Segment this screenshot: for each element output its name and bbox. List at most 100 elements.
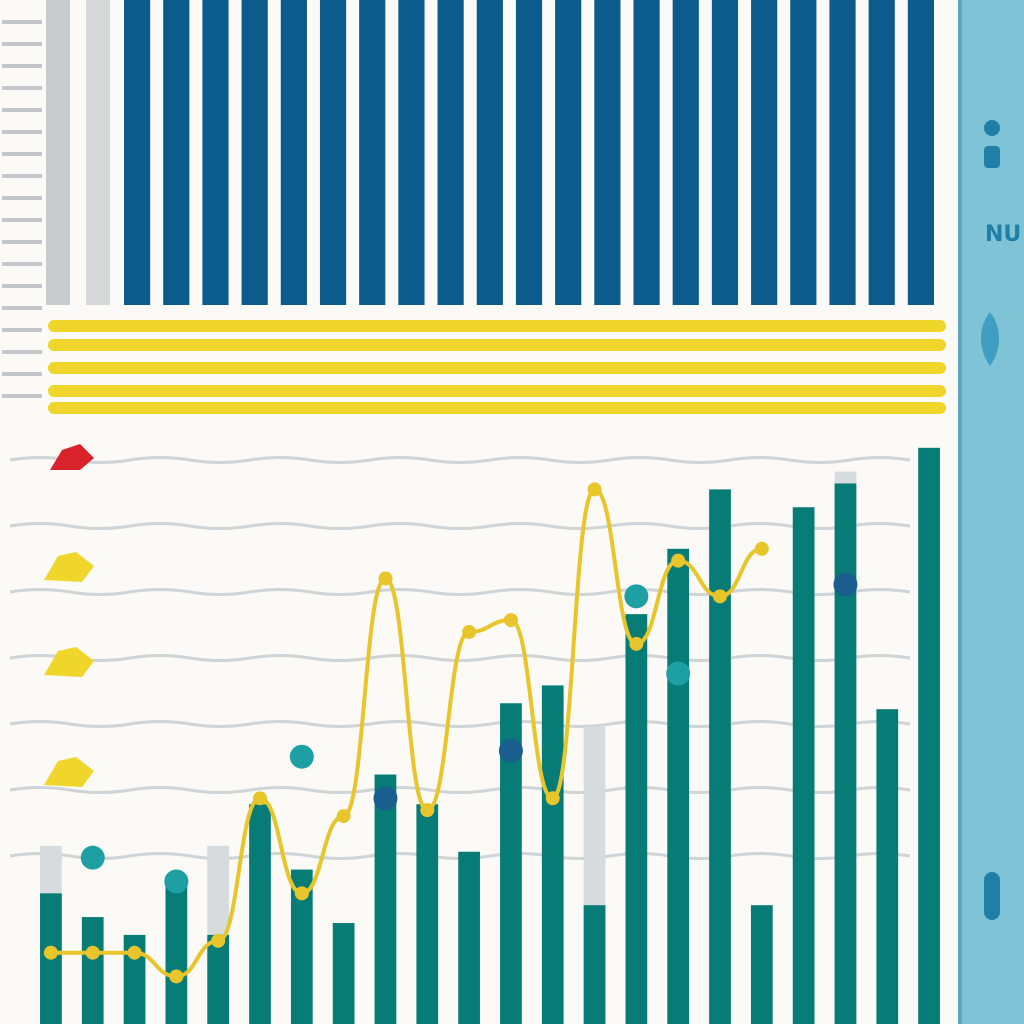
gridline [9,456,911,464]
axis-text-placeholder [2,86,42,90]
axis-text-placeholder [2,350,42,354]
yellow-stripe [48,339,946,351]
bar [750,905,773,1024]
top-column [751,0,778,305]
gridline [9,588,911,596]
axis-text-placeholder [2,108,42,112]
top-column [594,0,621,305]
marker-point [666,661,691,686]
axis-text-placeholder [2,284,42,288]
bar [918,447,940,1024]
top-column [711,0,739,305]
line-point [43,945,58,960]
bar [81,917,104,1024]
bar [458,851,480,1024]
side-panel-edge [958,0,962,1024]
side-panel [958,0,1024,1024]
top-gray-strip [86,0,110,305]
top-column [280,0,307,305]
axis-text-placeholder [2,152,42,156]
axis-text-placeholder [2,130,42,134]
side-dot-icon [984,120,1000,136]
bar [416,804,439,1024]
top-column [868,0,895,305]
axis-text-placeholder [2,174,42,178]
bar [123,934,146,1024]
bar [207,934,230,1024]
line-point [211,933,226,948]
bar [792,507,815,1024]
bar [165,875,188,1024]
axis-text-placeholder [2,262,42,266]
yellow-stripe [48,362,946,374]
gridline [9,522,911,530]
axis-text-placeholder [2,394,42,398]
top-column [202,0,229,305]
yellow-stripe [48,385,946,397]
top-column [241,0,268,305]
bar [249,804,271,1024]
line-series [50,487,763,979]
line-point [253,791,267,806]
line-point [169,969,184,984]
marker-point [80,845,105,870]
bar [374,774,397,1024]
line-point [127,945,142,960]
marker-point [498,738,523,763]
top-column [437,0,464,305]
top-column [633,0,660,305]
top-column [124,0,151,305]
marker-point [624,584,649,609]
top-column [319,0,347,305]
top-column [555,0,582,305]
bar [876,709,899,1024]
bar [625,614,648,1024]
marker-point [833,572,858,597]
axis-text-placeholder [2,306,42,310]
top-column [476,0,503,305]
top-column [515,0,543,305]
bar [667,548,690,1024]
bar [290,869,313,1024]
tick-label-blob [50,444,94,470]
axis-text-placeholder [2,372,42,376]
axis-text-placeholder [2,218,42,222]
drop-icon [980,312,1000,366]
top-column [163,0,190,305]
marker-point [373,786,398,811]
top-column [398,0,425,305]
gridline [9,720,911,728]
top-gray-strip [46,0,70,305]
line-point [85,945,100,960]
side-panel-label: NU [985,222,1022,247]
gridline [9,654,911,662]
person-icon [984,146,1000,168]
yellow-stripe [48,402,946,414]
line-point [671,553,686,568]
line-point [629,636,644,651]
top-column [359,0,386,305]
axis-text-placeholder [2,42,42,46]
line-point [587,482,602,497]
bar [332,923,355,1024]
gridline [9,786,911,794]
yellow-stripe [48,320,946,332]
line-point [503,613,518,628]
bar [834,483,857,1024]
top-column [907,0,934,305]
line-point [378,571,393,586]
line-point [754,541,769,556]
top-column [790,0,817,305]
line-point [462,624,477,639]
axis-text-placeholder [2,196,42,200]
tick-label-blob [44,552,94,582]
line-point [545,791,560,806]
bar [541,685,564,1024]
marker-point [289,744,314,769]
bar [583,905,606,1024]
axis-text-placeholder [2,64,42,68]
bar [709,489,731,1024]
tick-label-blob [44,757,94,787]
